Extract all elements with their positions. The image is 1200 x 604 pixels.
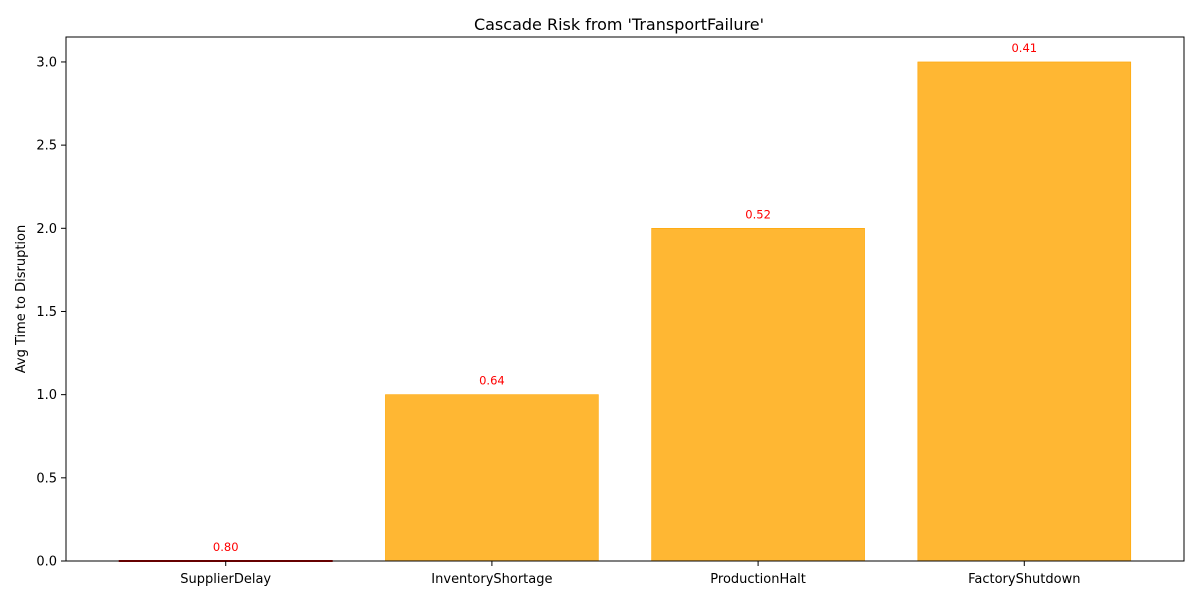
bars-group	[118, 61, 1132, 562]
x-tick-label-FactoryShutdown: FactoryShutdown	[968, 572, 1080, 587]
annotations-group: 0.80 0.64 0.52 0.41	[213, 41, 1037, 554]
y-tick-label-2.5: 2.5	[36, 139, 57, 154]
bar-FactoryShutdown	[917, 61, 1132, 562]
chart-title: Cascade Risk from 'TransportFailure'	[474, 15, 764, 34]
y-tick-label-3.0: 3.0	[36, 55, 57, 70]
plot-frame	[65, 36, 1185, 562]
x-ticks-group: SupplierDelay InventoryShortage Production…	[180, 561, 1080, 587]
y-tick-label-1.0: 1.0	[36, 388, 57, 403]
x-tick-label-ProductionHalt: ProductionHalt	[710, 572, 806, 587]
x-tick-label-SupplierDelay: SupplierDelay	[180, 572, 271, 587]
x-tick-label-InventoryShortage: InventoryShortage	[431, 572, 552, 587]
bar-ProductionHalt	[651, 228, 865, 562]
y-tick-label-1.5: 1.5	[36, 305, 57, 320]
bar-InventoryShortage	[385, 394, 599, 562]
y-tick-label-0.0: 0.0	[36, 555, 57, 570]
y-axis-label: Avg Time to Disruption	[14, 225, 29, 373]
bar-annotation-ProductionHalt: 0.52	[745, 207, 771, 221]
y-tick-label-2.0: 2.0	[36, 222, 57, 237]
y-tick-label-0.5: 0.5	[36, 471, 57, 486]
y-ticks-group: 0.0 0.5 1.0 1.5 2.0 2.5 3.0	[36, 55, 66, 570]
bar-annotation-SupplierDelay: 0.80	[213, 540, 239, 554]
bar-annotation-FactoryShutdown: 0.41	[1011, 41, 1037, 55]
bar-annotation-InventoryShortage: 0.64	[479, 374, 505, 388]
